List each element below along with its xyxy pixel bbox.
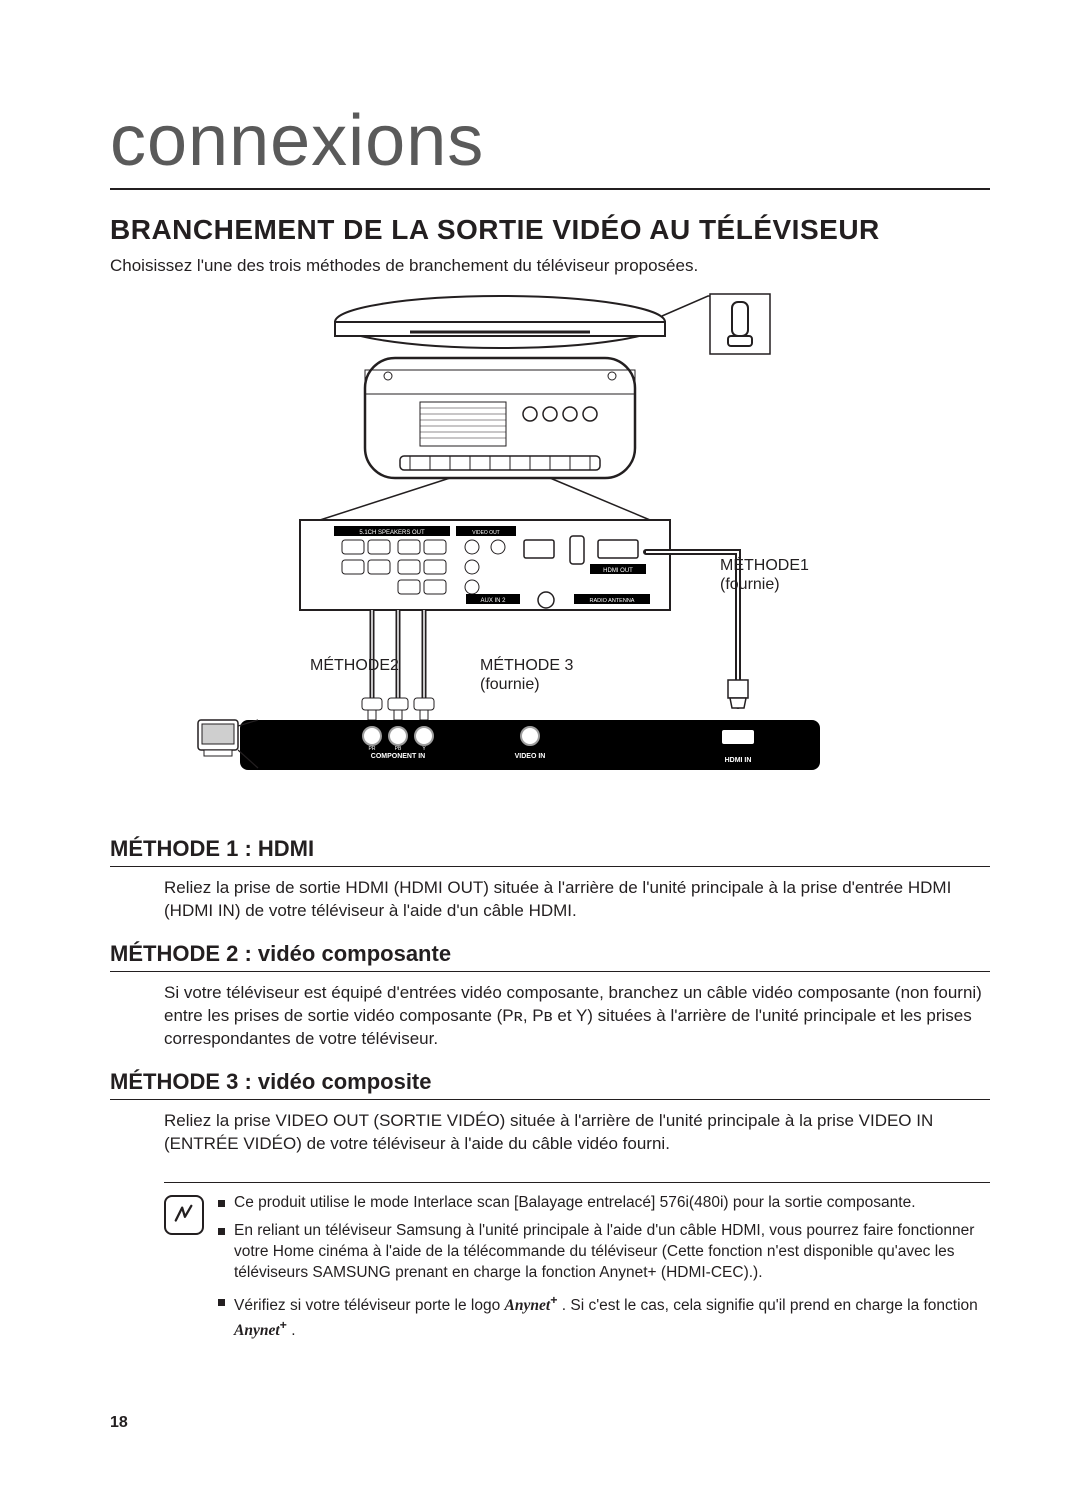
svg-text:VIDEO OUT: VIDEO OUT (472, 530, 500, 536)
anynet-logo-inline-1: Anynet (505, 1297, 558, 1314)
page-number: 18 (110, 1414, 128, 1432)
intro-text: Choisissez l'une des trois méthodes de b… (110, 256, 990, 276)
note-item-3: Vérifiez si votre téléviseur porte le lo… (218, 1292, 990, 1342)
note-icon (164, 1195, 204, 1235)
label-methode3-sub: (fournie) (480, 676, 540, 693)
label-methode1-text: MÉTHODE1 (720, 557, 809, 574)
method-1-heading: MÉTHODE 1 : HDMI (110, 836, 990, 867)
connection-diagram: 5.1CH SPEAKERS OUT VIDEO OUT HDMI OUT AU… (110, 288, 990, 808)
method-2-heading: MÉTHODE 2 : vidéo composante (110, 941, 990, 972)
manual-page: connexions BRANCHEMENT DE LA SORTIE VIDÉ… (0, 0, 1080, 1492)
label-methode2: MÉTHODE2 (310, 656, 399, 675)
label-methode1: MÉTHODE1 (fournie) (720, 556, 809, 594)
note-3-part2: . Si c'est le cas, cela signifie qu'il p… (562, 1297, 978, 1314)
label-methode3: MÉTHODE 3 (fournie) (480, 656, 573, 694)
notes-section: Ce produit utilise le mode Interlace sca… (110, 1193, 990, 1351)
label-methode1-sub: (fournie) (720, 576, 780, 593)
method-1: MÉTHODE 1 : HDMI Reliez la prise de sort… (110, 836, 990, 923)
svg-text:COMPONENT IN: COMPONENT IN (371, 753, 425, 760)
method-3-heading: MÉTHODE 3 : vidéo composite (110, 1069, 990, 1100)
label-methode3-text: MÉTHODE 3 (480, 657, 573, 674)
method-2: MÉTHODE 2 : vidéo composante Si votre té… (110, 941, 990, 1051)
notes-rule (164, 1182, 990, 1183)
svg-text:AUX IN 2: AUX IN 2 (480, 598, 506, 604)
svg-text:HDMI OUT: HDMI OUT (603, 568, 633, 574)
section-title: BRANCHEMENT DE LA SORTIE VIDÉO AU TÉLÉVI… (110, 214, 990, 246)
method-3-body: Reliez la prise VIDEO OUT (SORTIE VIDÉO)… (110, 1110, 990, 1156)
anynet-logo-inline-2: Anynet (234, 1322, 287, 1339)
note-item-2: En reliant un téléviseur Samsung à l'uni… (218, 1221, 990, 1284)
note-item-1: Ce produit utilise le mode Interlace sca… (218, 1193, 990, 1214)
method-1-body: Reliez la prise de sortie HDMI (HDMI OUT… (110, 877, 990, 923)
method-2-body: Si votre téléviseur est équipé d'entrées… (110, 982, 990, 1051)
svg-text:5.1CH SPEAKERS OUT: 5.1CH SPEAKERS OUT (359, 530, 425, 536)
svg-text:PR: PR (369, 746, 376, 752)
brand-title: connexions (110, 100, 990, 190)
diagram-svg: 5.1CH SPEAKERS OUT VIDEO OUT HDMI OUT AU… (110, 288, 990, 808)
svg-text:VIDEO IN: VIDEO IN (515, 753, 546, 760)
svg-text:RADIO ANTENNA: RADIO ANTENNA (590, 598, 635, 604)
notes-list: Ce produit utilise le mode Interlace sca… (218, 1193, 990, 1351)
note-3-part1: Vérifiez si votre téléviseur porte le lo… (234, 1297, 505, 1314)
svg-text:PB: PB (395, 746, 402, 752)
note-3-part3: . (291, 1322, 295, 1339)
method-3: MÉTHODE 3 : vidéo composite Reliez la pr… (110, 1069, 990, 1156)
svg-text:HDMI IN: HDMI IN (725, 757, 752, 764)
